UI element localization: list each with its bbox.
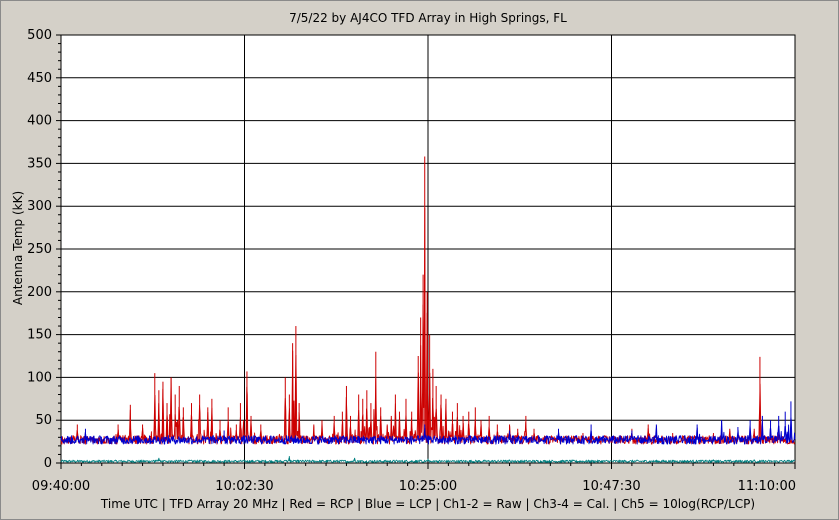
y-tick-label: 350 xyxy=(27,156,52,171)
series-layer xyxy=(60,156,796,463)
y-tick-label: 150 xyxy=(27,328,52,343)
y-tick-label: 100 xyxy=(27,370,52,385)
chart-title: 7/5/22 by AJ4CO TFD Array in High Spring… xyxy=(289,11,567,25)
x-tick-label: 10:02:30 xyxy=(215,479,273,494)
axes: 0 50 100 150 200 250 300 350 400 450 500 09:40:00 10… xyxy=(27,28,796,494)
x-tick-label: 10:25:00 xyxy=(399,479,457,494)
x-tick-label: 09:40:00 xyxy=(32,479,90,494)
y-tick-label: 200 xyxy=(27,285,52,300)
x-axis-label: Time UTC | TFD Array 20 MHz | Red = RCP … xyxy=(100,497,755,511)
y-tick-label: 300 xyxy=(27,199,52,214)
y-tick-label: 250 xyxy=(27,242,52,257)
y-axis-label: Antenna Temp (kK) xyxy=(11,191,25,305)
y-tick-label: 50 xyxy=(35,413,52,428)
y-tick-label: 450 xyxy=(27,71,52,86)
y-tick-label: 400 xyxy=(27,114,52,129)
series-line-lcp xyxy=(60,417,796,445)
y-tick-label: 500 xyxy=(27,28,52,43)
x-tick-label: 11:10:00 xyxy=(738,479,796,494)
y-tick-label: 0 xyxy=(44,456,52,471)
x-tick-label: 10:47:30 xyxy=(582,479,640,494)
